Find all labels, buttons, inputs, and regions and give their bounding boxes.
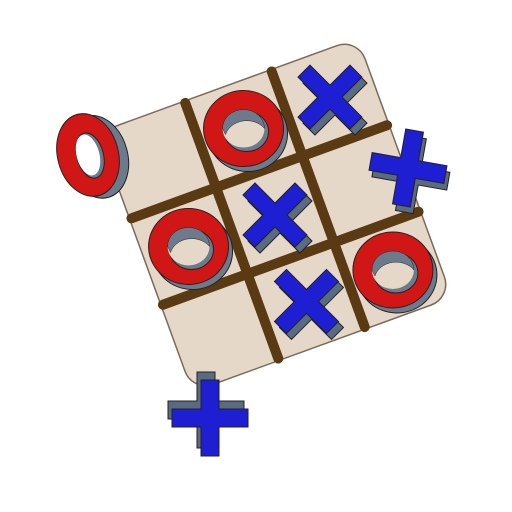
board-cell-r2c1[interactable] — [148, 207, 234, 290]
board-cell-r1c2[interactable] — [203, 90, 289, 173]
grid-line-v2 — [266, 66, 370, 333]
grid-line-h1 — [126, 120, 393, 224]
game-board — [103, 43, 447, 387]
spare-x-piece-bottom[interactable] — [167, 371, 249, 457]
grid-line-v1 — [180, 97, 284, 364]
ring-piece-icon — [203, 90, 289, 173]
ring-piece-icon — [56, 113, 130, 199]
grid-line-h2 — [157, 206, 424, 310]
board-cell-r3c3[interactable] — [352, 231, 438, 314]
ring-piece-icon — [352, 231, 438, 314]
cross-piece-icon — [167, 371, 249, 457]
ring-piece-icon — [148, 207, 234, 290]
spare-o-piece[interactable] — [48, 104, 138, 207]
board-grid — [126, 66, 424, 364]
